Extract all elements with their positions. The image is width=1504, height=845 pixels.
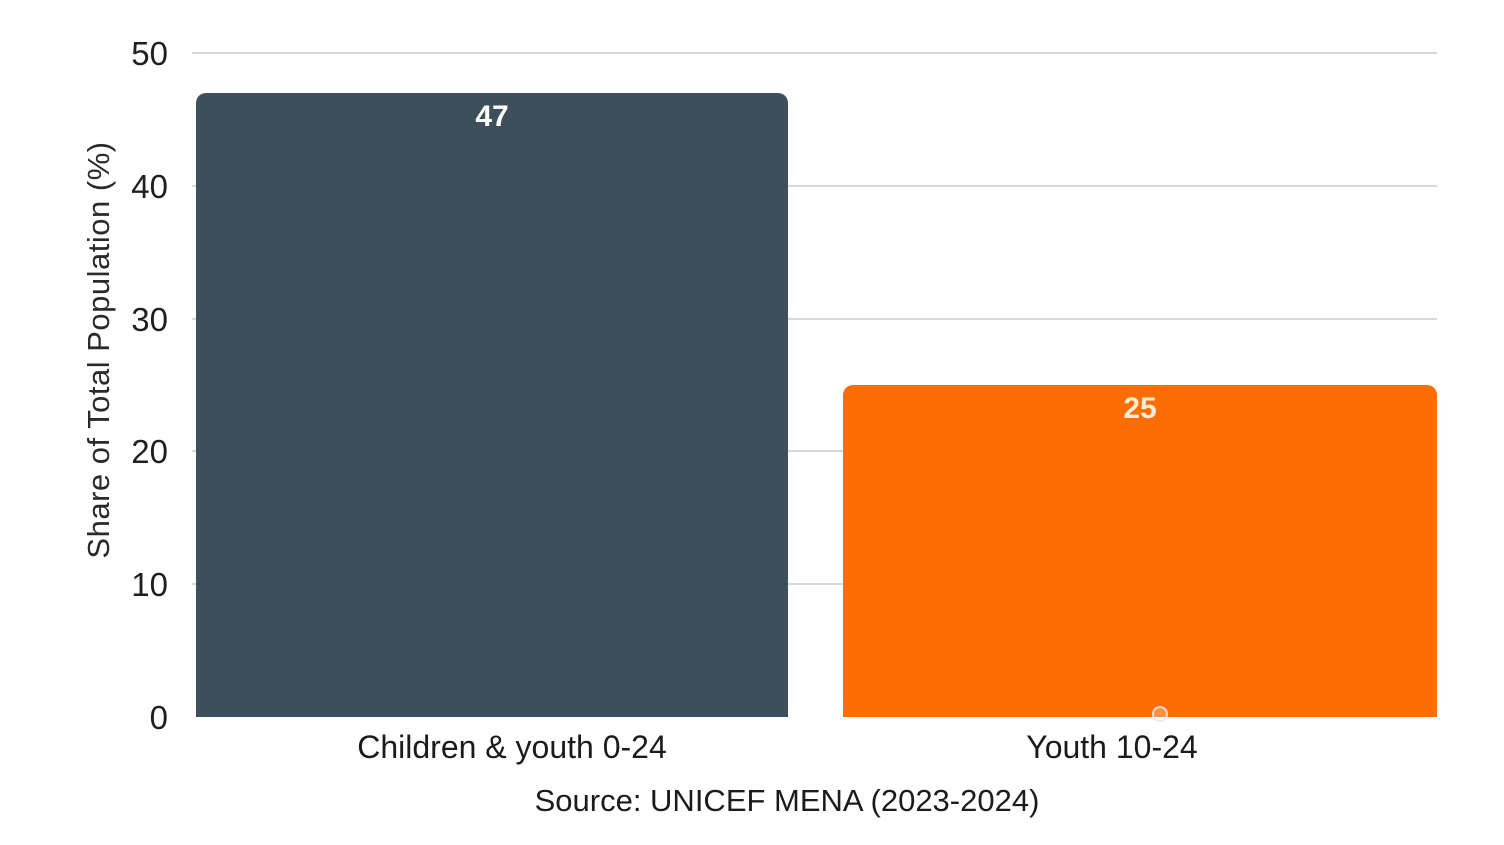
gridline-30 [192, 317, 1437, 320]
y-tick-label-30: 30 [131, 300, 168, 338]
bar-youth-10-24: 25 [843, 385, 1437, 717]
small-circle-artifact [1152, 706, 1168, 722]
gridline-50 [192, 52, 1437, 54]
bar-children-youth-0-24: 47 [196, 92, 788, 717]
source-caption: Source: UNICEF MENA (2023-2024) [534, 783, 1040, 818]
y-axis-title: Share of Total Population (%) [81, 141, 116, 559]
bar-value-label: 25 [1123, 392, 1157, 425]
y-tick-label-20: 20 [131, 433, 168, 471]
bar-value-label: 47 [475, 99, 509, 133]
gridline-40 [192, 184, 1437, 187]
x-axis-label-1: Children & youth 0-24 [357, 729, 667, 765]
y-tick-label-0: 0 [149, 699, 168, 736]
y-tick-label-50: 50 [131, 35, 168, 72]
y-tick-label-10: 10 [131, 566, 168, 604]
gridline-20 [192, 450, 1437, 453]
gridline-10 [192, 583, 1437, 586]
x-axis-label-2: Youth 10-24 [1026, 729, 1198, 765]
y-tick-label-40: 40 [131, 167, 168, 205]
